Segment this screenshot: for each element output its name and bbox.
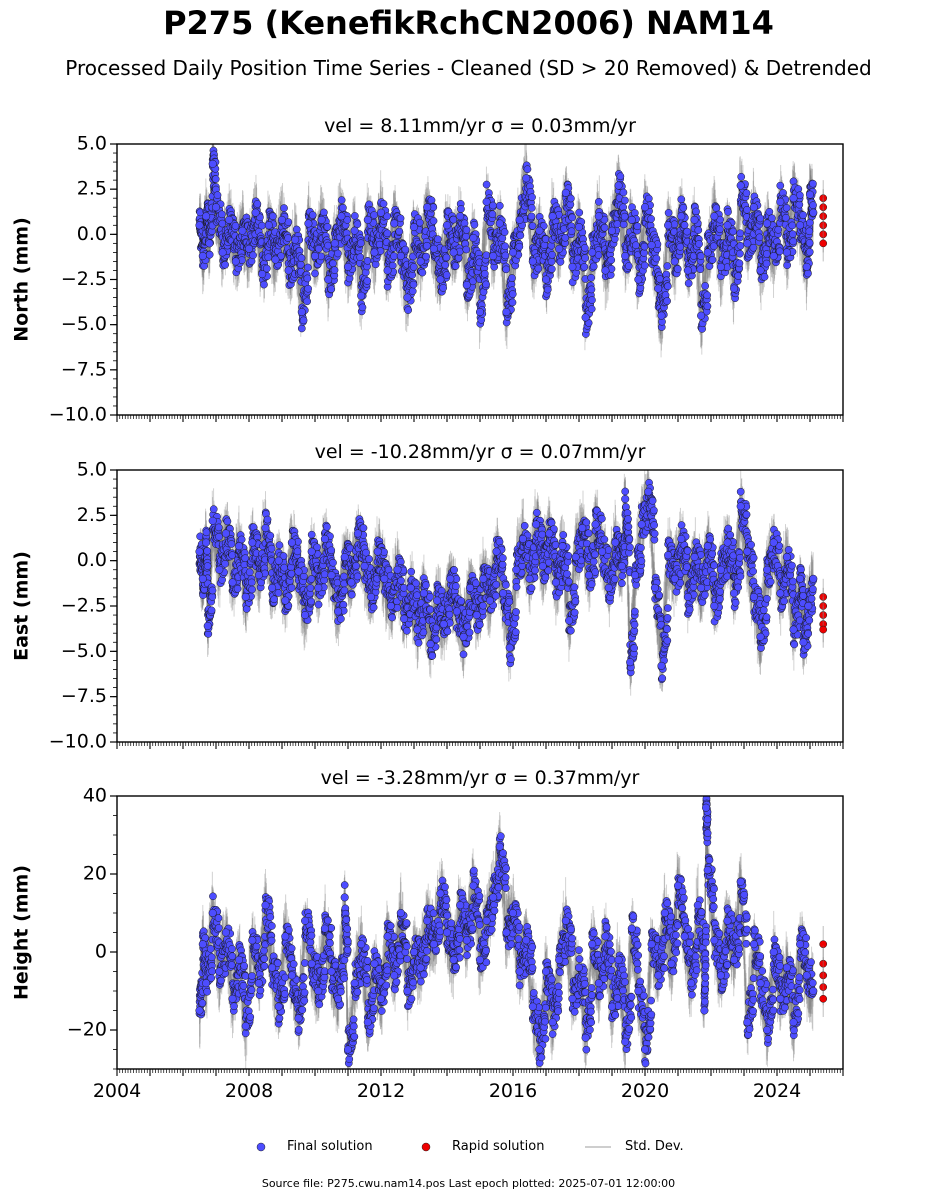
- north-final-point: [470, 220, 479, 229]
- north-final-point: [442, 253, 451, 262]
- north-final-point: [429, 217, 438, 225]
- north-final-point: [330, 266, 339, 274]
- north-final-point: [253, 200, 262, 208]
- north-final-point: [462, 245, 471, 254]
- north-final-point: [383, 212, 391, 221]
- north-final-point: [390, 252, 398, 260]
- north-final-point: [221, 260, 229, 269]
- north-final-point: [439, 284, 448, 292]
- north-final-point: [304, 263, 312, 272]
- north-final-point: [482, 180, 491, 189]
- north-final-point: [401, 245, 410, 254]
- north-final-point: [418, 268, 427, 277]
- north-final-point: [358, 303, 367, 312]
- north-final-point: [442, 271, 451, 279]
- north-final-point: [508, 274, 516, 282]
- north-final-point: [415, 218, 424, 227]
- north-final-point: [449, 215, 458, 224]
- north-final-point: [462, 232, 470, 241]
- north-final-point: [205, 250, 214, 259]
- north-final-point: [213, 191, 222, 200]
- north-final-point: [457, 205, 465, 213]
- north-final-point: [311, 269, 319, 278]
- north-panel-title: vel = 8.11mm/yr σ = 0.03mm/yr: [324, 115, 636, 137]
- north-final-point: [314, 244, 323, 253]
- north-final-point: [308, 211, 317, 219]
- north-final-point: [427, 196, 436, 205]
- north-ylabel: North (mm): [11, 217, 33, 342]
- north-final-point: [260, 280, 268, 289]
- north-final-point: [363, 277, 372, 285]
- north-final-point: [383, 229, 392, 238]
- north-final-point: [508, 290, 517, 298]
- north-final-point: [451, 262, 460, 270]
- north-final-point: [329, 259, 337, 268]
- north-final-point: [339, 203, 347, 212]
- north-final-point: [508, 298, 517, 307]
- north-final-point: [292, 225, 301, 234]
- north-final-point: [482, 251, 491, 260]
- north-final-point: [379, 199, 388, 208]
- north-final-point: [500, 228, 509, 237]
- north-final-point: [333, 249, 342, 258]
- north-final-point: [434, 235, 442, 244]
- north-final-point: [231, 222, 240, 230]
- north-final-point: [351, 212, 359, 220]
- north-final-point: [284, 234, 292, 242]
- north-final-point: [363, 256, 372, 265]
- north-final-point: [304, 284, 312, 293]
- north-final-point: [462, 226, 471, 234]
- north-final-point: [269, 212, 277, 221]
- north-final-point: [258, 221, 266, 230]
- north-final-point: [296, 260, 305, 269]
- north-final-point: [482, 280, 490, 289]
- north-final-point: [501, 242, 509, 251]
- north-final-point: [323, 222, 332, 231]
- north-final-point: [324, 241, 332, 250]
- north-final-point: [299, 316, 308, 325]
- north-final-point: [264, 253, 273, 262]
- north-final-point: [297, 254, 306, 262]
- chart-subtitle: Processed Daily Position Time Series - C…: [65, 56, 872, 80]
- north-final-point: [409, 280, 418, 289]
- north-final-point: [404, 306, 413, 314]
- north-final-point: [357, 239, 365, 248]
- north-final-point: [297, 324, 306, 333]
- north-final-point: [395, 227, 404, 236]
- north-final-point: [495, 201, 504, 210]
- north-final-point: [303, 274, 312, 283]
- north-final-point: [422, 252, 431, 261]
- north-data-layer: [195, 144, 828, 358]
- north-final-point: [409, 263, 418, 271]
- north-final-point: [396, 214, 405, 223]
- north-final-point: [217, 210, 226, 219]
- north-final-point: [441, 261, 450, 269]
- north-final-point: [249, 251, 257, 260]
- north-final-point: [502, 265, 510, 274]
- north-final-point: [343, 216, 352, 224]
- north-final-point: [488, 210, 497, 219]
- north-final-point: [423, 241, 431, 250]
- north-final-point: [277, 252, 285, 260]
- north-final-point: [303, 297, 311, 306]
- north-final-point: [356, 253, 365, 262]
- north-final-point: [501, 251, 510, 260]
- north-final-point: [327, 285, 336, 293]
- north-final-point: [408, 287, 417, 296]
- north-final-point: [262, 264, 271, 273]
- chart-title: P275 (KenefikRchCN2006) NAM14: [163, 4, 774, 42]
- north-final-point: [211, 175, 220, 183]
- north-final-point: [370, 211, 378, 219]
- north-final-point: [337, 196, 346, 204]
- north-final-point: [480, 269, 489, 278]
- north-final-point: [280, 204, 288, 212]
- north-final-point: [218, 219, 227, 228]
